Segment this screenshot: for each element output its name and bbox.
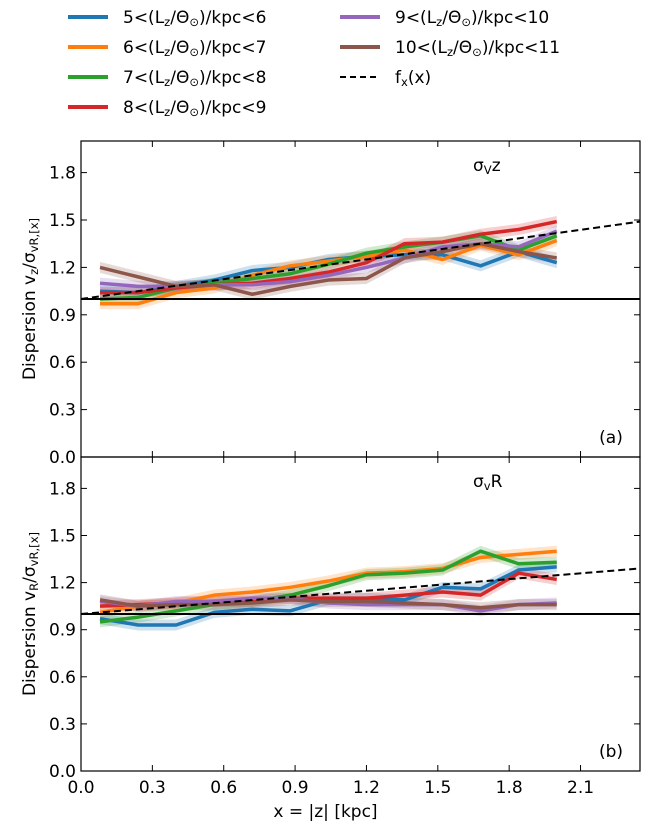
legend-entry: fx​(x) xyxy=(340,68,431,89)
legend: 5<(Lz​/Θ⊙​)/kpc<6 6<(Lz​/Θ⊙​)/kpc<7 7<(Lz​… xyxy=(68,8,560,119)
legend-label: 8<(Lz​/Θ⊙​)/kpc<9 xyxy=(123,98,266,119)
y-tick-label: 1.8 xyxy=(49,479,76,499)
y-axis-label: Dispersion vz​/σvR,[x]​ xyxy=(20,218,41,380)
legend-label: 9<(Lz​/Θ⊙​)/kpc<10 xyxy=(395,8,549,29)
panel-a: 0.0 0.3 0.6 0.9 1.2 1.5 1.8 (a) σV​z Dispersion v… xyxy=(20,140,641,468)
series-line xyxy=(99,598,557,610)
panel-label: (a) xyxy=(599,428,623,448)
y-tick-label: 0.9 xyxy=(49,306,76,326)
y-tick-label: 1.8 xyxy=(49,164,76,184)
y-tick-label: 1.2 xyxy=(49,258,76,278)
series-line xyxy=(99,549,557,624)
series-line xyxy=(99,241,558,297)
x-tick-label: 1.2 xyxy=(353,778,380,798)
x-tick-label: 1.8 xyxy=(496,778,523,798)
legend-label: 7<(Lz​/Θ⊙​)/kpc<8 xyxy=(123,68,266,89)
series-band xyxy=(100,216,557,299)
panel-b: 0.0 0.3 0.6 0.9 1.2 1.5 1.8 0.0 0.3 0.6 0.9 1.2 1.5 1… xyxy=(20,456,641,822)
legend-entry: 8<(Lz​/Θ⊙​)/kpc<9 xyxy=(68,98,266,119)
legend-label: 6<(Lz​/Θ⊙​)/kpc<7 xyxy=(123,38,266,59)
x-tick-label: 1.5 xyxy=(424,778,451,798)
legend-label: 5<(Lz​/Θ⊙​)/kpc<6 xyxy=(123,8,266,29)
y-tick-label: 1.5 xyxy=(49,211,76,231)
panel-annotation: σv​R xyxy=(473,472,503,493)
x-tick-label: 0.6 xyxy=(210,778,237,798)
y-tick-label: 0.3 xyxy=(49,715,76,735)
y-tick-label: 0.9 xyxy=(49,621,76,641)
fit-line xyxy=(81,220,640,300)
x-tick-label: 0.3 xyxy=(139,778,166,798)
x-axis-label: x = |z| [kpc] xyxy=(273,802,377,822)
y-tick-label: 0.6 xyxy=(49,353,76,373)
legend-entry: 5<(Lz​/Θ⊙​)/kpc<6 xyxy=(68,8,266,29)
series-band xyxy=(100,235,557,310)
legend-label: 10<(Lz​/Θ⊙​)/kpc<11 xyxy=(395,38,560,59)
legend-entry: 7<(Lz​/Θ⊙​)/kpc<8 xyxy=(68,68,266,89)
y-tick-label: 0.6 xyxy=(49,668,76,688)
plot-area xyxy=(81,545,640,631)
legend-entry: 9<(Lz​/Θ⊙​)/kpc<10 xyxy=(340,8,549,29)
x-tick-label: 2.1 xyxy=(567,778,594,798)
x-tick-label: 0.0 xyxy=(67,778,94,798)
fit-line xyxy=(81,567,640,615)
axes-frame xyxy=(80,456,641,772)
y-tick-label: 0.0 xyxy=(49,762,76,782)
panel-annotation: σV​z xyxy=(473,156,501,177)
y-tick-label: 1.5 xyxy=(49,527,76,547)
legend-label: fx​(x) xyxy=(395,68,431,89)
panel-label: (b) xyxy=(599,742,623,762)
y-tick-label: 0.0 xyxy=(49,448,76,468)
y-tick-label: 1.2 xyxy=(49,574,76,594)
y-axis-label: Dispersion vR​/σvR,[x]​ xyxy=(20,532,41,696)
legend-entry: 6<(Lz​/Θ⊙​)/kpc<7 xyxy=(68,38,266,59)
legend-entry: 10<(Lz​/Θ⊙​)/kpc<11 xyxy=(340,38,560,59)
y-tick-label: 0.3 xyxy=(49,401,76,421)
x-tick-label: 0.9 xyxy=(282,778,309,798)
plot-area xyxy=(81,216,640,310)
